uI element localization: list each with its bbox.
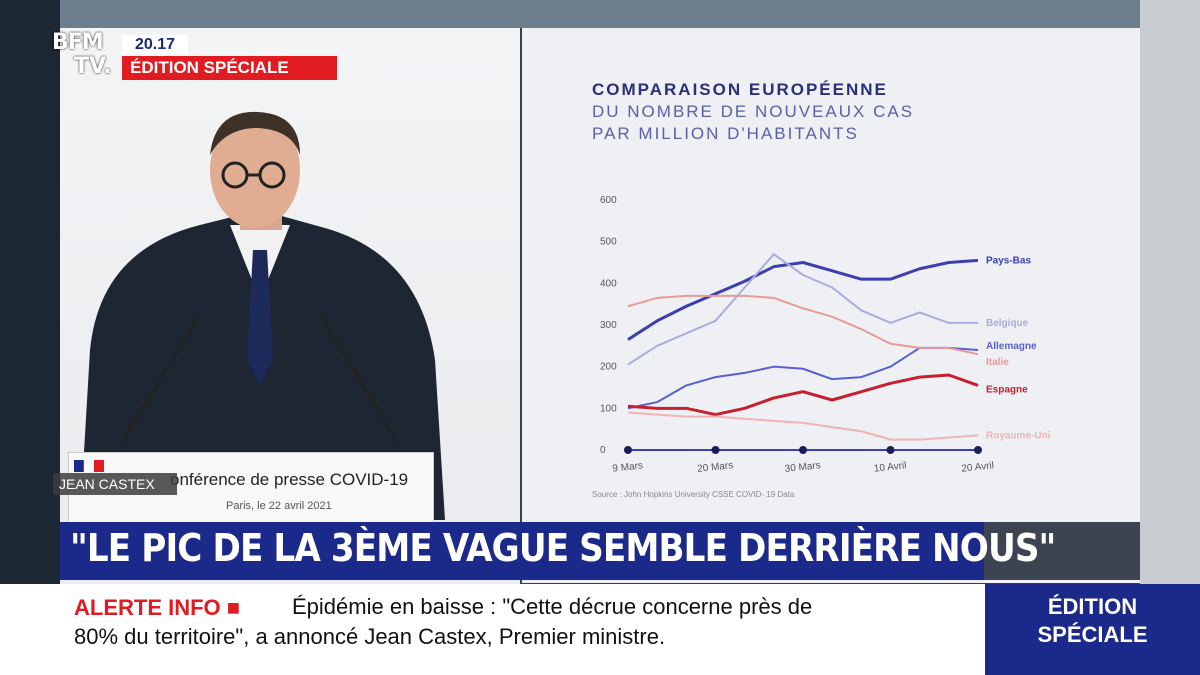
- series-line: [627, 294, 979, 356]
- series-line: [627, 373, 979, 417]
- series-line: [627, 253, 978, 366]
- x-axis-dot: [974, 446, 982, 454]
- time-badge: 20.17: [122, 35, 188, 54]
- x-tick-label: 20 Avril: [961, 460, 995, 474]
- x-axis-dot: [624, 446, 632, 454]
- chart-subtitle-1: DU NOMBRE DE NOUVEAUX CAS: [592, 102, 915, 121]
- y-tick-label: 500: [600, 237, 617, 248]
- line-chart: 600 500 400 300 200 100 0 9 Mars 20 Mars 30 Mars 1…: [600, 195, 1051, 475]
- speaker-figure: [80, 111, 445, 520]
- top-strip: [60, 0, 1142, 28]
- x-tick-label: 9 Mars: [612, 460, 644, 474]
- alert-label-text: ALERTE INFO: [74, 595, 221, 620]
- edition-box-line-1: ÉDITION: [1047, 594, 1138, 619]
- bfmtv-logo: BFM TV.: [52, 31, 116, 87]
- x-axis-dot: [799, 446, 807, 454]
- republique-francaise-logo: [74, 460, 104, 473]
- speaker-name-tag: JEAN CASTEX: [53, 473, 177, 495]
- logo-text-bfm: BFM: [52, 30, 104, 55]
- logo-text-tv: TV.: [74, 54, 112, 79]
- podium-title: onférence de presse COVID-19: [170, 470, 409, 489]
- series-label: Belgique: [986, 318, 1029, 329]
- chart-title: COMPARAISON EUROPÉENNE: [592, 80, 888, 99]
- headline-bar: [60, 522, 984, 580]
- y-tick-label: 0: [600, 445, 606, 456]
- stage-left-dark: [0, 0, 60, 590]
- chart-source: Source : John Hopkins University CSSE CO…: [592, 490, 795, 499]
- alert-dot-icon: ■: [226, 595, 241, 620]
- edition-speciale-box: [985, 584, 1200, 675]
- headline-accent: [984, 522, 1140, 580]
- chart-slide: [522, 28, 1140, 583]
- series-label: Italie: [986, 357, 1009, 368]
- edition-box-line-2: SPÉCIALE: [1037, 622, 1148, 647]
- series-label: Pays-Bas: [986, 255, 1031, 266]
- news-ticker: [0, 584, 985, 675]
- headline-text: "LE PIC DE LA 3ÈME VAGUE SEMBLE DERRIÈRE…: [70, 526, 1056, 570]
- series-label: Royaume-Uni: [986, 430, 1051, 441]
- x-axis-dot: [711, 446, 720, 454]
- y-tick-label: 400: [600, 278, 617, 289]
- x-tick-label: 10 Avril: [873, 460, 907, 474]
- series-label: Allemagne: [986, 341, 1037, 352]
- podium-date: Paris, le 22 avril 2021: [226, 500, 332, 512]
- series-line: [627, 411, 979, 441]
- series-line: [627, 258, 979, 341]
- chart-subtitle-2: PAR MILLION D'HABITANTS: [592, 124, 859, 143]
- y-tick-label: 600: [600, 195, 617, 206]
- ticker-line-2: 80% du territoire", a annoncé Jean Caste…: [74, 624, 666, 649]
- y-tick-label: 200: [600, 362, 617, 373]
- ticker-line-1: Épidémie en baisse : "Cette décrue conce…: [292, 594, 813, 619]
- series-label: Espagne: [986, 384, 1028, 395]
- y-tick-label: 100: [600, 403, 617, 414]
- edition-badge: ÉDITION SPÉCIALE: [122, 56, 337, 80]
- y-tick-label: 300: [600, 320, 617, 331]
- alert-info-label: ALERTE INFO ■: [74, 595, 240, 621]
- x-tick-label: 30 Mars: [784, 460, 821, 475]
- right-edge-panel: [1140, 0, 1200, 675]
- x-axis-dot: [886, 446, 895, 454]
- x-tick-label: 20 Mars: [697, 460, 734, 475]
